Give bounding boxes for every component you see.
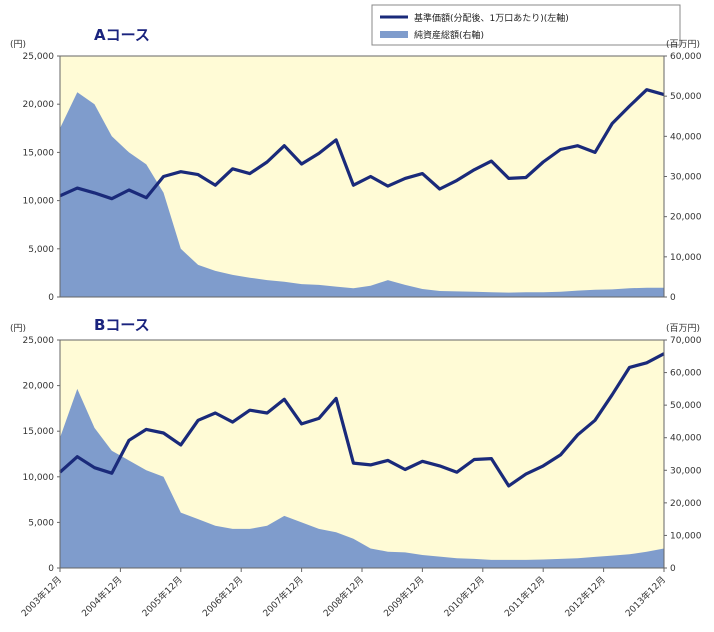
right-tick-label: 50,000 — [670, 92, 702, 102]
chart-title-a: Aコース — [94, 26, 150, 44]
left-tick-label: 15,000 — [23, 148, 55, 158]
right-tick-label: 50,000 — [670, 401, 702, 411]
right-tick-label: 60,000 — [670, 369, 702, 379]
x-tick-label: 2004年12月 — [79, 574, 125, 620]
right-axis-unit-b: (百万円) — [666, 323, 700, 334]
x-tick-label: 2005年12月 — [139, 574, 185, 620]
right-tick-label: 10,000 — [670, 531, 702, 541]
left-axis-unit-b: (円) — [10, 323, 26, 334]
x-tick-label: 2006年12月 — [200, 574, 246, 620]
right-tick-label: 60,000 — [670, 52, 702, 62]
x-tick-label: 2012年12月 — [562, 574, 608, 620]
left-tick-label: 20,000 — [23, 382, 55, 392]
right-tick-label: 40,000 — [670, 434, 702, 444]
right-tick-label: 30,000 — [670, 466, 702, 476]
right-tick-label: 30,000 — [670, 173, 702, 183]
legend-nav-label: 基準価額(分配後、1万口あたり)(左軸) — [414, 12, 569, 24]
nav-line-series — [58, 352, 665, 488]
left-tick-label: 20,000 — [23, 100, 55, 110]
left-tick-label: 0 — [48, 564, 54, 574]
left-tick-label: 10,000 — [23, 197, 55, 207]
x-tick-label: 2008年12月 — [321, 574, 367, 620]
chart-panel-b: Bコース (円) (百万円) 0 5,000 10,000 15,000 20,000 2… — [10, 316, 702, 619]
assets-area-series — [60, 388, 664, 568]
legend-assets-swatch — [380, 31, 408, 38]
right-tick-label: 20,000 — [670, 499, 702, 509]
right-tick-label: 0 — [670, 564, 676, 574]
right-axis-unit-a: (百万円) — [666, 39, 700, 50]
right-tick-label: 20,000 — [670, 213, 702, 223]
x-tick-label: 2011年12月 — [502, 574, 548, 620]
x-tick-label: 2009年12月 — [381, 574, 427, 620]
right-tick-label: 70,000 — [670, 336, 702, 346]
legend-assets-label: 純資産総額(右軸) — [414, 29, 484, 41]
assets-area-series — [60, 92, 664, 297]
left-axis-unit-a: (円) — [10, 39, 26, 50]
left-tick-label: 5,000 — [28, 245, 54, 255]
x-tick-label: 2010年12月 — [441, 574, 487, 620]
x-tick-label: 2007年12月 — [260, 574, 306, 620]
nav-line-series — [59, 88, 665, 201]
left-tick-label: 15,000 — [23, 427, 55, 437]
left-tick-label: 25,000 — [23, 336, 55, 346]
right-tick-label: 10,000 — [670, 253, 702, 263]
legend: 基準価額(分配後、1万口あたり)(左軸) 純資産総額(右軸) — [371, 4, 681, 46]
x-tick-label: 2003年12月 — [19, 574, 65, 620]
right-tick-label: 40,000 — [670, 132, 702, 142]
chart-panel-a: Aコース (円) (百万円) 0 5,000 10,000 15,000 20,000 2… — [10, 26, 702, 303]
left-tick-label: 10,000 — [23, 473, 55, 483]
left-tick-label: 25,000 — [23, 52, 55, 62]
legend-box — [371, 4, 681, 46]
right-tick-label: 0 — [670, 293, 676, 303]
x-tick-label: 2013年12月 — [623, 574, 669, 620]
chart-title-b: Bコース — [94, 316, 150, 334]
left-tick-label: 5,000 — [28, 518, 54, 528]
left-tick-label: 0 — [48, 293, 54, 303]
